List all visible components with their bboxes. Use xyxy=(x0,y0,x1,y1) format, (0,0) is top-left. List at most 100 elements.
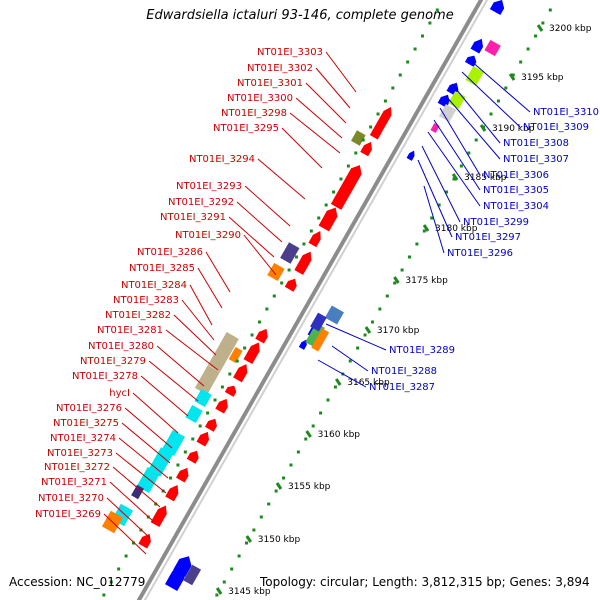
guide-dot-right xyxy=(452,177,456,181)
gene-reverse xyxy=(165,568,185,592)
gene-forward xyxy=(330,165,362,210)
scale-tick-label: 3165 kbp xyxy=(347,378,390,388)
gene-forward xyxy=(138,533,151,549)
leader-line xyxy=(439,107,481,176)
gene-reverse xyxy=(489,0,505,16)
leader-line xyxy=(189,284,213,326)
gene-label: NT01EI_3279 xyxy=(80,356,146,367)
gene-forward-colored xyxy=(228,346,243,364)
ticks-layer: 3145 kbp 3150 kbp 3155 kbp 3160 kbp 3165 kbp… xyxy=(102,8,592,597)
guide-dot-left xyxy=(376,112,380,116)
gene-label: NT01EI_3297 xyxy=(455,232,521,243)
guide-dot-right xyxy=(319,411,323,415)
leader-line xyxy=(118,437,169,479)
guide-dot-left xyxy=(398,73,402,77)
guide-dot-right xyxy=(393,281,397,285)
guide-dot-left xyxy=(406,60,410,64)
guide-dot-left xyxy=(435,8,439,12)
guide-dot-left xyxy=(302,242,306,246)
leader-line xyxy=(427,131,481,207)
guide-dot-left xyxy=(206,411,210,415)
gene-label: NT01EI_3286 xyxy=(137,247,203,258)
gene-forward-colored xyxy=(131,484,145,500)
gene-label: NT01EI_3291 xyxy=(160,212,226,223)
leader-line xyxy=(317,359,367,388)
guide-dot-left xyxy=(183,450,187,454)
topology-text: Topology: circular; Length: 3,812,315 bp… xyxy=(260,575,590,589)
guide-dot-right xyxy=(459,164,463,168)
guide-dot-right xyxy=(548,8,552,12)
guide-dot-right xyxy=(526,47,530,51)
leader-line xyxy=(469,59,531,113)
gene-label: NT01EI_3298 xyxy=(221,108,287,119)
guide-dot-right xyxy=(282,476,286,480)
guide-dot-right xyxy=(400,268,404,272)
guide-dot-right xyxy=(215,593,219,597)
accession-text: Accession: NC_012779 xyxy=(9,575,146,589)
scale-tick-label: 3155 kbp xyxy=(288,482,331,492)
gene-reverse-colored xyxy=(465,66,484,86)
guide-dot-right xyxy=(378,307,382,311)
scale-tick-label: 3145 kbp xyxy=(228,587,271,597)
guide-dot-right xyxy=(385,294,389,298)
scale-tick xyxy=(245,535,253,543)
gene-label: NT01EI_3280 xyxy=(88,341,154,352)
leader-line xyxy=(121,422,171,464)
guide-dot-right xyxy=(511,73,515,77)
guide-dot-left xyxy=(346,164,350,168)
gene-forward-colored xyxy=(185,404,203,424)
gene-reverse-colored xyxy=(311,328,330,352)
guide-dot-right xyxy=(296,450,300,454)
scale-tick-label: 3180 kbp xyxy=(435,224,478,234)
leader-line xyxy=(295,97,343,139)
gene-forward xyxy=(284,278,297,292)
guide-dot-right xyxy=(445,190,449,194)
gene-label: NT01EI_3275 xyxy=(53,418,119,429)
guide-dot-right xyxy=(274,489,278,493)
scale-tick-label: 3200 kbp xyxy=(549,24,592,34)
guide-dot-left xyxy=(220,385,224,389)
gene-forward-colored xyxy=(148,447,174,477)
leader-line xyxy=(257,158,306,200)
gene-reverse-colored xyxy=(310,312,327,332)
leader-line xyxy=(445,95,501,160)
gene-reverse-colored xyxy=(438,103,457,123)
gene-label: NT01EI_3294 xyxy=(189,154,255,165)
leader-line xyxy=(106,497,151,539)
guide-dot-left xyxy=(383,99,387,103)
map-title: Edwardsiella ictaluri 93-146, complete g… xyxy=(146,8,454,23)
scale-tick-label: 3170 kbp xyxy=(377,326,420,336)
guide-dot-left xyxy=(413,47,417,51)
leader-line xyxy=(112,466,161,508)
gene-forward xyxy=(360,141,372,157)
guide-dot-right xyxy=(437,203,441,207)
gene-reverse xyxy=(464,55,477,67)
gene-label: NT01EI_3302 xyxy=(247,63,313,74)
guide-dot-left xyxy=(109,580,113,584)
gene-forward-colored xyxy=(207,332,239,372)
gene-reverse-colored xyxy=(324,305,344,325)
gene-forward xyxy=(215,398,228,414)
gene-forward xyxy=(176,467,189,483)
guide-dot-left xyxy=(369,125,373,129)
gene-label: NT01EI_3308 xyxy=(503,138,569,149)
gene-label: NT01EI_3272 xyxy=(44,462,110,473)
gene-label: NT01EI_3276 xyxy=(56,403,122,414)
gene-forward-colored xyxy=(194,388,212,408)
scale-tick-label: 3160 kbp xyxy=(318,430,361,440)
leader-line xyxy=(331,345,369,372)
scale-tick-label: 3175 kbp xyxy=(405,276,448,286)
guide-dot-right xyxy=(422,229,426,233)
guide-dot-right xyxy=(333,385,337,389)
leader-line xyxy=(156,345,205,387)
gene-label: NT01EI_3281 xyxy=(97,325,163,336)
leader-line xyxy=(132,392,179,434)
gene-label: NT01EI_3309 xyxy=(523,122,589,133)
gene-label: NT01EI_3306 xyxy=(483,170,549,181)
leader-line xyxy=(103,513,147,555)
leader-line xyxy=(423,185,445,254)
guide-dot-right xyxy=(489,112,493,116)
guide-dot-left xyxy=(428,21,432,25)
guide-dot-right xyxy=(467,151,471,155)
leader-line xyxy=(140,375,189,417)
